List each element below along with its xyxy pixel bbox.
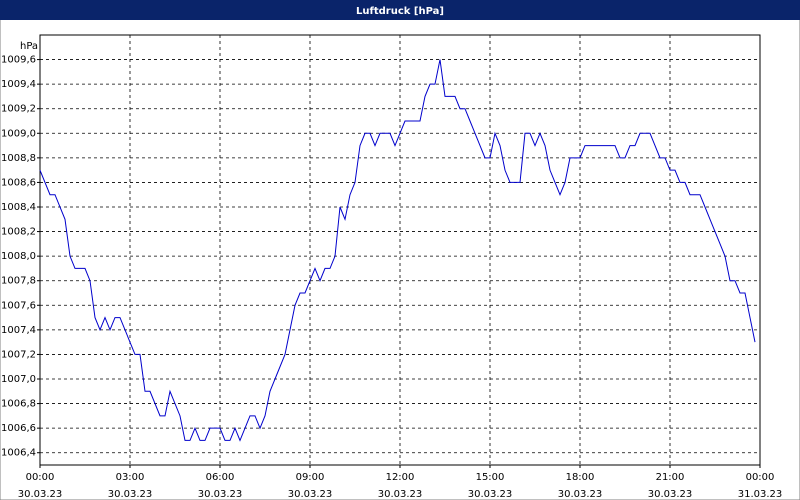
y-tick-label: 1008,2: [1, 227, 36, 238]
x-tick-label: 30.03.23: [648, 489, 693, 500]
chart-title: Luftdruck [hPa]: [356, 6, 444, 17]
x-tick-label: 15:00: [476, 472, 505, 483]
y-tick-label: 1008,4: [1, 202, 36, 213]
x-tick-label: 30.03.23: [378, 489, 423, 500]
y-tick-label: 1007,4: [1, 325, 36, 336]
y-tick-label: 1008,6: [1, 177, 36, 188]
y-tick-label: 1007,6: [1, 300, 36, 311]
x-tick-label: 12:00: [386, 472, 415, 483]
x-tick-label: 21:00: [656, 472, 685, 483]
x-tick-label: 03:00: [116, 472, 145, 483]
x-tick-label: 30.03.23: [18, 489, 63, 500]
x-tick-label: 09:00: [296, 472, 325, 483]
y-tick-label: 1008,0: [1, 251, 36, 262]
x-tick-label: 30.03.23: [558, 489, 603, 500]
x-tick-label: 00:00: [746, 472, 775, 483]
y-tick-label: 1007,8: [1, 276, 36, 287]
y-axis-unit: hPa: [20, 41, 38, 52]
y-tick-label: 1009,0: [1, 128, 36, 139]
x-tick-label: 30.03.23: [288, 489, 333, 500]
x-tick-label: 18:00: [566, 472, 595, 483]
x-tick-label: 00:00: [26, 472, 55, 483]
data-line: [39, 59, 756, 442]
x-tick-label: 06:00: [206, 472, 235, 483]
y-tick-label: 1007,0: [1, 374, 36, 385]
x-tick-label: 30.03.23: [198, 489, 243, 500]
y-tick-label: 1006,8: [1, 399, 36, 410]
y-tick-label: 1008,8: [1, 153, 36, 164]
y-tick-label: 1009,2: [1, 104, 36, 115]
y-tick-label: 1009,6: [1, 55, 36, 66]
title-bar: [0, 0, 800, 20]
plot-frame: [39, 34, 761, 466]
x-tick-label: 31.03.23: [738, 489, 783, 500]
y-tick-label: 1006,4: [1, 448, 36, 459]
x-tick-label: 30.03.23: [108, 489, 153, 500]
y-tick-label: 1007,2: [1, 349, 36, 360]
y-tick-label: 1006,6: [1, 423, 36, 434]
y-tick-label: 1009,4: [1, 79, 36, 90]
x-tick-label: 30.03.23: [468, 489, 513, 500]
